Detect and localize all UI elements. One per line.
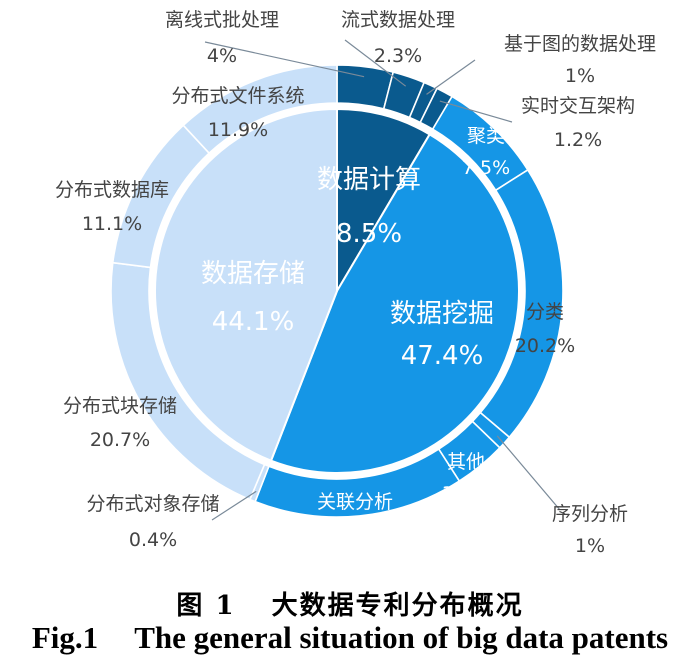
outer-value-item-11: 11.1% — [82, 213, 142, 235]
inner-slice-item-0 — [336, 107, 432, 295]
outer-label-item-6: 序列分析 — [552, 503, 628, 525]
leader-lines — [204, 39, 561, 521]
outer-label-item-1: 流式数据处理 — [341, 9, 455, 31]
outer-label-item-10: 分布式块存储 — [63, 395, 177, 417]
figure-caption-english: Fig.1 The general situation of big data p… — [0, 620, 700, 656]
inner-value-item-1: 47.4% — [401, 341, 484, 371]
outer-label-item-4: 聚类 — [467, 125, 505, 147]
inner-value-item-2: 44.1% — [212, 307, 295, 337]
outer-label-item-12: 分布式文件系统 — [171, 85, 304, 107]
leader-line-item-6 — [496, 435, 561, 511]
caption-cn-number: 图 1 — [176, 591, 236, 621]
outer-label-item-5: 分类 — [526, 301, 564, 323]
inner-value-item-0: 8.5% — [336, 219, 402, 249]
outer-value-item-5: 20.2% — [515, 335, 575, 357]
inner-label-item-0: 数据计算 — [317, 165, 421, 195]
outer-value-item-10: 20.7% — [90, 429, 150, 451]
caption-cn-title: 大数据专利分布概况 — [271, 591, 524, 621]
inner-slice-item-1 — [269, 132, 520, 474]
inner-slice-item-2 — [154, 107, 338, 462]
outer-ring — [110, 64, 564, 518]
figure-caption-chinese: 图 1 大数据专利分布概况 — [0, 585, 700, 622]
inner-label-item-1: 数据挖掘 — [390, 299, 494, 329]
outer-value-item-2: 1% — [565, 65, 595, 87]
leader-line-item-2 — [426, 59, 476, 95]
outer-value-item-4: 7.5% — [462, 157, 510, 179]
outer-value-item-9: 0.4% — [129, 529, 177, 551]
outer-value-item-7: 3.7% — [442, 483, 490, 505]
outer-value-item-6: 1% — [575, 535, 605, 557]
outer-label-item-0: 离线式批处理 — [165, 9, 279, 31]
inner-label-item-2: 数据存储 — [201, 259, 305, 289]
leader-line-item-1 — [344, 39, 407, 87]
outer-slice-item-12 — [182, 64, 338, 155]
slice-labels: 数据计算 8.5% 数据挖掘 47.4% 数据存储 44.1% 离线式批处理 4% 流式数据处理… — [55, 9, 656, 557]
outer-value-item-0: 4% — [207, 45, 237, 67]
outer-label-item-3: 实时交互架构 — [521, 95, 635, 117]
caption-en-title: The general situation of big data patent… — [134, 620, 669, 655]
outer-label-item-11: 分布式数据库 — [55, 179, 169, 201]
outer-value-item-3: 1.2% — [554, 129, 602, 151]
outer-label-item-8: 关联分析 — [317, 491, 393, 513]
leader-line-item-3 — [439, 100, 513, 123]
inner-ring — [154, 107, 520, 474]
leader-line-item-0 — [204, 41, 365, 78]
outer-value-item-8: 15% — [334, 523, 376, 545]
outer-value-item-12: 11.9% — [208, 119, 268, 141]
caption-en-number: Fig.1 — [31, 620, 99, 655]
outer-label-item-7: 其他 — [447, 451, 485, 473]
leader-line-item-9 — [211, 490, 257, 521]
sunburst-chart: 数据计算 8.5% 数据挖掘 47.4% 数据存储 44.1% 离线式批处理 4% 流式数据处理… — [55, 9, 656, 557]
outer-value-item-1: 2.3% — [374, 45, 422, 67]
outer-label-item-2: 基于图的数据处理 — [504, 33, 656, 55]
outer-label-item-9: 分布式对象存储 — [86, 493, 219, 515]
